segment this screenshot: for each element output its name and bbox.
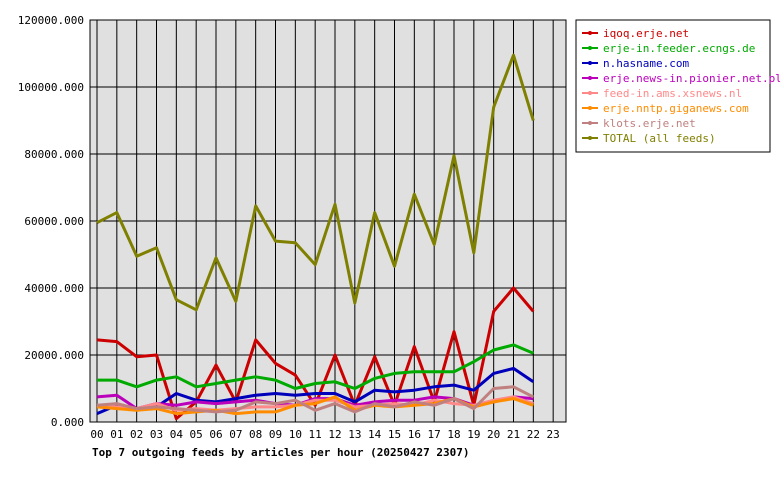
legend-label: klots.erje.net bbox=[603, 117, 696, 130]
legend-label: n.hasname.com bbox=[603, 57, 689, 70]
x-tick-label: 05 bbox=[190, 428, 203, 441]
legend-marker bbox=[588, 106, 592, 110]
legend-marker bbox=[588, 76, 592, 80]
legend-marker bbox=[588, 61, 592, 65]
x-tick-label: 08 bbox=[249, 428, 262, 441]
series-lines bbox=[96, 53, 535, 421]
grid-lines bbox=[90, 19, 566, 423]
x-tick-label: 13 bbox=[348, 428, 361, 441]
x-tick-label: 03 bbox=[150, 428, 163, 441]
x-tick-label: 19 bbox=[467, 428, 480, 441]
x-tick-label: 02 bbox=[130, 428, 143, 441]
y-tick-label: 100000.000 bbox=[18, 81, 84, 94]
legend-marker bbox=[588, 46, 592, 50]
x-tick-label: 22 bbox=[527, 428, 540, 441]
legend-marker bbox=[588, 121, 592, 125]
y-tick-label: 0.000 bbox=[51, 416, 84, 429]
x-tick-label: 15 bbox=[388, 428, 401, 441]
y-tick-label: 40000.000 bbox=[24, 282, 84, 295]
legend-marker bbox=[588, 136, 592, 140]
legend: iqoq.erje.net erje-in.feeder.ecngs.de n.ha… bbox=[575, 19, 780, 153]
x-tick-label: 07 bbox=[229, 428, 242, 441]
x-axis-ticks: 00 01 02 03 04 05 06 07 08 09 10 11 12 13 14 15 16 17 18 19… bbox=[90, 428, 559, 441]
x-tick-label: 11 bbox=[309, 428, 322, 441]
x-tick-label: 18 bbox=[447, 428, 460, 441]
legend-marker bbox=[588, 91, 592, 95]
x-tick-label: 06 bbox=[209, 428, 222, 441]
x-tick-label: 01 bbox=[110, 428, 123, 441]
legend-items: iqoq.erje.net erje-in.feeder.ecngs.de n.ha… bbox=[582, 27, 780, 145]
x-tick-label: 10 bbox=[289, 428, 302, 441]
legend-label: TOTAL (all feeds) bbox=[603, 132, 716, 145]
x-tick-label: 00 bbox=[90, 428, 103, 441]
legend-label: erje.nntp.giganews.com bbox=[603, 102, 749, 115]
legend-label: erje.news-in.pionier.net.pl bbox=[603, 72, 780, 85]
x-tick-label: 14 bbox=[368, 428, 382, 441]
series-line bbox=[96, 385, 534, 414]
x-tick-label: 20 bbox=[487, 428, 500, 441]
x-tick-label: 21 bbox=[507, 428, 520, 441]
legend-label: erje-in.feeder.ecngs.de bbox=[603, 42, 755, 55]
y-tick-label: 60000.000 bbox=[24, 215, 84, 228]
legend-label: feed-in.ams.xsnews.nl bbox=[603, 87, 742, 100]
y-tick-label: 80000.000 bbox=[24, 148, 84, 161]
x-tick-label: 23 bbox=[547, 428, 560, 441]
legend-box bbox=[575, 19, 771, 153]
x-tick-label: 04 bbox=[170, 428, 184, 441]
series-line bbox=[96, 366, 535, 415]
x-tick-label: 12 bbox=[328, 428, 341, 441]
legend-marker bbox=[588, 31, 592, 35]
series-line bbox=[96, 53, 535, 312]
x-tick-label: 09 bbox=[269, 428, 282, 441]
x-tick-label: 17 bbox=[428, 428, 441, 441]
x-tick-label: 16 bbox=[408, 428, 421, 441]
y-axis-ticks: 0.000 20000.000 40000.000 60000.000 80000.00… bbox=[18, 14, 84, 429]
legend-label: iqoq.erje.net bbox=[603, 27, 689, 40]
chart-title: Top 7 outgoing feeds by articles per hou… bbox=[92, 446, 470, 459]
y-tick-label: 20000.000 bbox=[24, 349, 84, 362]
series-line bbox=[97, 343, 534, 390]
y-tick-label: 120000.000 bbox=[18, 14, 84, 27]
